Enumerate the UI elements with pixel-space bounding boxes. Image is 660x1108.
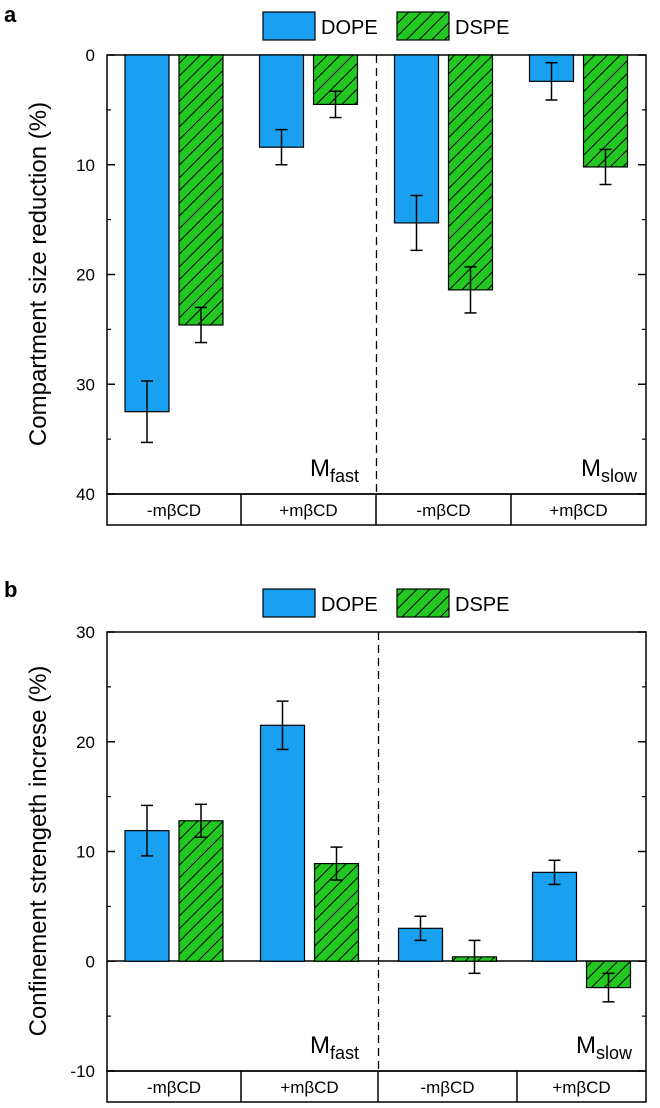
y-tick-label: 30 [76, 375, 95, 394]
bar-dspe [447, 54, 494, 291]
group-label-sub: slow [596, 1043, 633, 1063]
y-tick-label: 30 [76, 623, 95, 642]
group-label: Mfast [310, 1032, 359, 1063]
group-labels: Mfast Mslow [310, 455, 638, 486]
category-label: +mβCD [280, 1078, 338, 1097]
y-axis-ticks: 0 10 20 30 40 [76, 46, 646, 504]
legend-swatch-dspe [396, 11, 450, 41]
panel-a: a Compartment size reduction (%) DOPE DSP… [4, 2, 647, 526]
y-tick-label: 0 [86, 46, 95, 65]
legend-label: DOPE [321, 594, 378, 616]
category-label: -mβCD [147, 1078, 201, 1097]
y-axis-label: Confinement strengeth increse (%) [25, 666, 52, 1037]
legend-label: DSPE [455, 17, 509, 39]
bars [124, 54, 629, 444]
y-axis-label: Compartment size reduction (%) [25, 102, 52, 446]
y-tick-label: 0 [86, 952, 95, 971]
category-label: -mβCD [420, 1078, 474, 1097]
category-axis-box [106, 1070, 647, 1103]
y-tick-label: 20 [76, 733, 95, 752]
y-tick-label: 20 [76, 266, 95, 285]
category-cells: -mβCD +mβCD -mβCD +mβCD [147, 494, 608, 525]
group-label: Mfast [310, 455, 359, 486]
bar-dope [531, 871, 578, 962]
y-tick-label: 10 [76, 843, 95, 862]
group-label-main: M [310, 455, 330, 482]
panel-label: a [4, 2, 17, 27]
category-label: +mβCD [552, 1078, 610, 1097]
group-label-main: M [576, 1032, 596, 1059]
y-tick-label: 40 [76, 485, 95, 504]
bar-dope [259, 724, 306, 962]
group-label-main: M [310, 1032, 330, 1059]
category-cells: -mβCD +mβCD -mβCD +mβCD [147, 1071, 611, 1102]
category-label: +mβCD [549, 501, 607, 520]
category-label: +mβCD [279, 501, 337, 520]
legend-label: DOPE [321, 17, 378, 39]
group-label: Mslow [576, 1032, 633, 1063]
group-label-sub: slow [601, 466, 638, 486]
bar-dope [124, 54, 170, 413]
legend-swatch-dspe [396, 588, 450, 618]
bar-dspe [178, 54, 224, 326]
legend: DOPE DSPE [262, 11, 509, 41]
group-label: Mslow [581, 455, 638, 486]
legend-swatch-dope [262, 11, 316, 41]
y-tick-label: 10 [76, 156, 95, 175]
group-label-sub: fast [330, 466, 359, 486]
legend-label: DSPE [455, 594, 509, 616]
bars [124, 700, 632, 1003]
category-label: -mβCD [147, 501, 201, 520]
group-label-sub: fast [330, 1043, 359, 1063]
group-label-main: M [581, 455, 601, 482]
bar-dspe [313, 862, 360, 962]
legend-swatch-dope [262, 588, 316, 618]
category-label: -mβCD [416, 501, 470, 520]
panel-label: b [4, 577, 17, 602]
panel-b: b Confinement strengeth increse (%) DOPE… [4, 577, 647, 1103]
bar-dspe [582, 54, 629, 168]
bar-dspe [178, 820, 224, 962]
group-labels: Mfast Mslow [310, 1032, 633, 1063]
y-axis-ticks: -10 0 10 20 30 [70, 623, 646, 1081]
y-tick-label: -10 [70, 1062, 95, 1081]
legend: DOPE DSPE [262, 588, 509, 618]
